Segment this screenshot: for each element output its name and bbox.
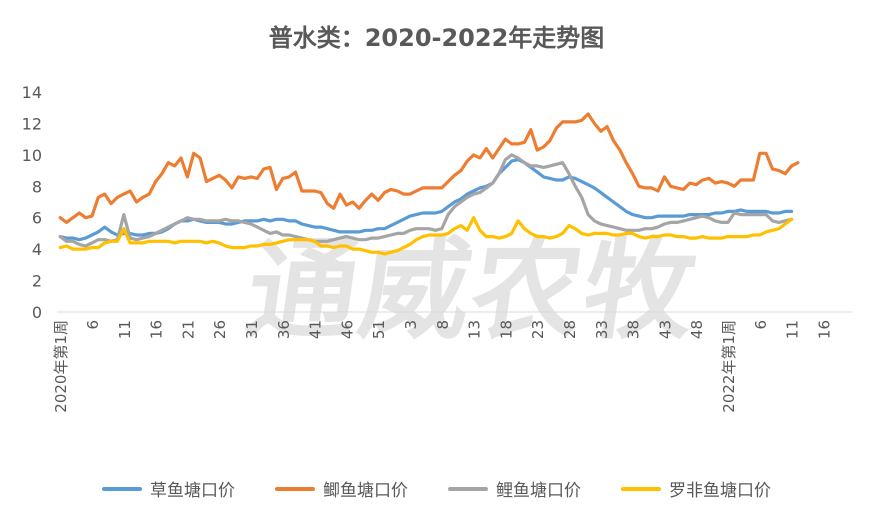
x-tick-label: 48 <box>688 320 706 339</box>
x-tick-label: 28 <box>561 320 579 339</box>
x-tick-label: 16 <box>815 320 833 339</box>
legend-swatch <box>102 486 142 491</box>
y-tick-label: 0 <box>32 303 42 322</box>
y-tick-label: 10 <box>22 146 42 165</box>
x-tick-label: 13 <box>466 320 484 339</box>
legend-swatch <box>275 486 315 491</box>
legend-item: 草鱼塘口价 <box>102 476 235 501</box>
x-tick-label: 33 <box>593 320 611 339</box>
chart-title: 普水类：2020-2022年走势图 <box>268 24 605 52</box>
x-tick-label: 11 <box>784 320 802 339</box>
y-tick-label: 2 <box>32 272 42 291</box>
x-tick-label: 6 <box>84 320 102 330</box>
x-tick-label: 2020年第1周 <box>52 320 70 413</box>
x-tick-label: 26 <box>211 320 229 339</box>
x-tick-label: 16 <box>148 320 166 339</box>
legend-label: 罗非鱼塘口价 <box>669 481 771 501</box>
legend-item: 鲫鱼塘口价 <box>275 476 408 501</box>
x-tick-label: 18 <box>497 320 515 339</box>
legend: 草鱼塘口价 鲫鱼塘口价 鲤鱼塘口价 罗非鱼塘口价 <box>0 476 873 501</box>
series-line-4 <box>58 216 794 256</box>
series-line-2 <box>58 112 800 224</box>
legend-swatch <box>621 486 661 491</box>
x-tick-label: 3 <box>402 320 420 330</box>
y-tick-label: 6 <box>32 209 42 228</box>
legend-item: 罗非鱼塘口价 <box>621 476 771 501</box>
y-tick-label: 14 <box>22 83 42 102</box>
x-tick-label: 2022年第1周 <box>720 320 738 413</box>
legend-label: 鲫鱼塘口价 <box>323 481 408 501</box>
x-tick-label: 11 <box>116 320 134 339</box>
x-tick-label: 23 <box>529 320 547 339</box>
x-tick-label: 8 <box>434 320 452 330</box>
x-tick-label: 46 <box>338 320 356 339</box>
x-tick-label: 36 <box>275 320 293 339</box>
x-tick-label: 41 <box>307 320 325 339</box>
y-tick-label: 8 <box>32 177 42 196</box>
legend-swatch <box>448 486 488 491</box>
y-tick-label: 4 <box>32 240 42 259</box>
x-tick-label: 31 <box>243 320 261 339</box>
x-tick-label: 6 <box>752 320 770 330</box>
legend-label: 草鱼塘口价 <box>150 481 235 501</box>
y-tick-label: 12 <box>22 114 42 133</box>
x-tick-label: 43 <box>656 320 674 339</box>
x-tick-label: 38 <box>625 320 643 339</box>
x-tick-label: 21 <box>179 320 197 339</box>
legend-item: 鲤鱼塘口价 <box>448 476 581 501</box>
legend-label: 鲤鱼塘口价 <box>496 481 581 501</box>
series-line-3 <box>58 153 794 248</box>
x-tick-label: 51 <box>370 320 388 339</box>
